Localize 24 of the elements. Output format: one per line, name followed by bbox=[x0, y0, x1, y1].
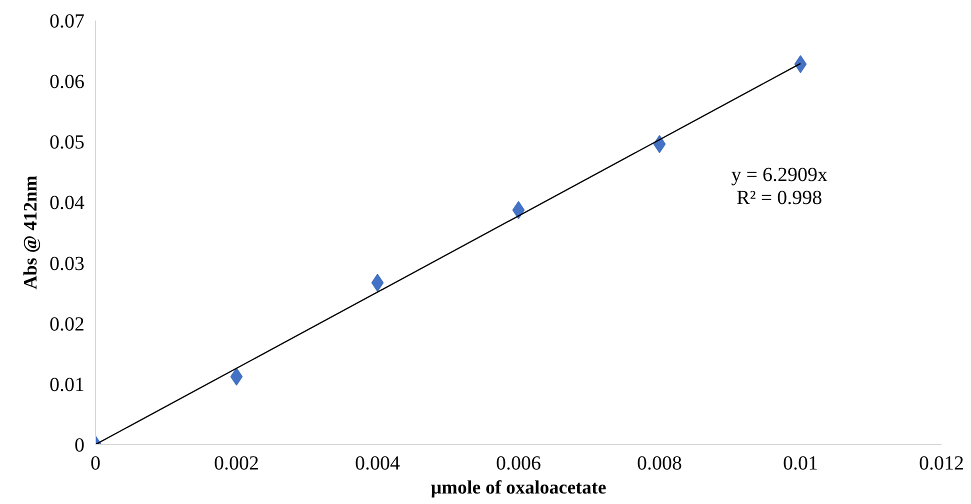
point bbox=[371, 274, 384, 292]
point bbox=[794, 55, 807, 74]
y-tick-label: 0.01 bbox=[50, 374, 84, 396]
y-tick-label: 0.05 bbox=[50, 132, 84, 154]
y-tick-label: 0.03 bbox=[50, 252, 84, 275]
x-tick-label: 0.008 bbox=[637, 452, 682, 474]
point bbox=[230, 368, 243, 386]
x-tick-label: 0 bbox=[90, 452, 100, 474]
x-tick-label: 0.012 bbox=[919, 452, 964, 474]
y-tick-label: 0.06 bbox=[50, 71, 84, 94]
x-tick-label: 0.01 bbox=[783, 452, 818, 474]
annotation: R² = 0.998 bbox=[736, 187, 822, 210]
point bbox=[512, 201, 525, 220]
x-axis-title: µmole of oxaloacetate bbox=[430, 478, 606, 498]
x-tick-label: 0.004 bbox=[355, 452, 400, 474]
x-tick-label: 0.006 bbox=[496, 452, 541, 474]
y-tick-label: 0.02 bbox=[50, 313, 84, 336]
point bbox=[653, 135, 666, 154]
annotation: y = 6.2909x bbox=[731, 164, 828, 186]
x-tick-label: 0.002 bbox=[214, 452, 259, 474]
y-tick-label: 0 bbox=[74, 434, 84, 456]
y-tick-label: 0.07 bbox=[50, 10, 84, 32]
y-tick-label: 0.04 bbox=[50, 192, 84, 214]
y-axis-title: Abs @ 412nm bbox=[20, 175, 42, 290]
